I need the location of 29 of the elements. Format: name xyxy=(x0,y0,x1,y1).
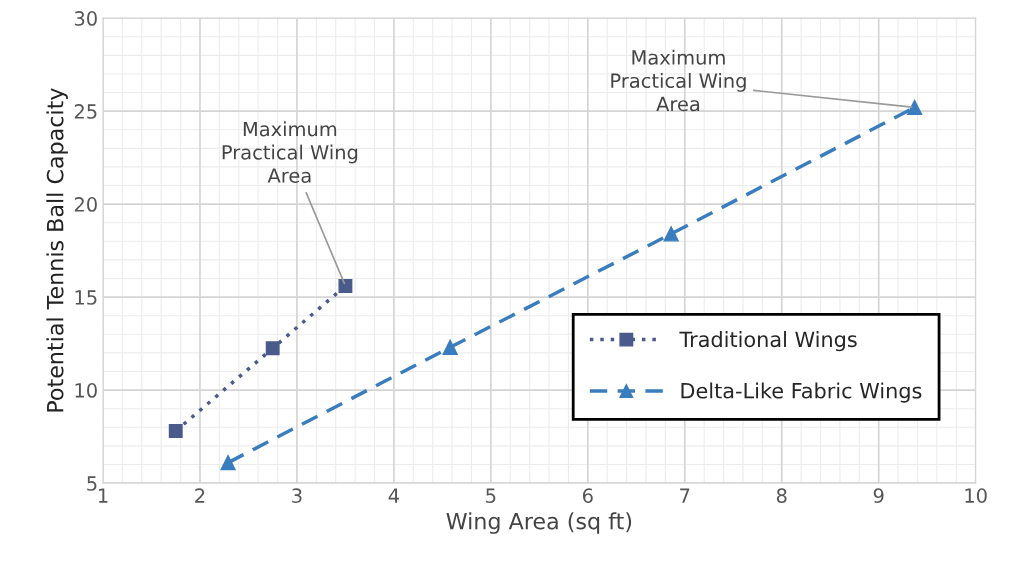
y-tick-label: 10 xyxy=(75,383,97,398)
x-tick-label: 7 xyxy=(680,488,690,503)
point xyxy=(220,454,236,471)
annotation: Maximum Practical Wing Area xyxy=(611,49,746,112)
y-axis-title: Potential Tennis Ball Capacity xyxy=(46,88,68,412)
x-tick-label: 8 xyxy=(776,488,787,503)
x-axis-title: Wing Area (sq ft) xyxy=(446,512,632,534)
point xyxy=(168,424,183,438)
x-tick-label: 9 xyxy=(873,488,884,503)
x-tick-label: 4 xyxy=(388,488,399,503)
x-tick-label: 3 xyxy=(292,488,302,503)
x-tick-label: 2 xyxy=(195,488,205,503)
point xyxy=(906,99,923,116)
point xyxy=(663,226,679,242)
point xyxy=(265,341,280,356)
x-tick-label: 6 xyxy=(582,488,593,503)
y-tick-label: 30 xyxy=(74,11,97,26)
y-tick-label: 5 xyxy=(87,476,97,491)
annotation: Maximum Practical Wing Area xyxy=(222,121,358,183)
x-tick-label: 1 xyxy=(98,488,108,503)
point xyxy=(442,339,458,355)
point xyxy=(338,279,353,293)
y-tick-label: 25 xyxy=(74,104,97,119)
legend-label: Delta-Like Fabric Wings xyxy=(681,382,922,403)
x-tick-label: 5 xyxy=(486,488,496,503)
y-tick-label: 15 xyxy=(75,290,97,305)
y-tick-label: 20 xyxy=(74,197,97,212)
legend-label: Traditional Wings xyxy=(679,331,857,352)
x-tick-label: 10 xyxy=(965,488,987,503)
